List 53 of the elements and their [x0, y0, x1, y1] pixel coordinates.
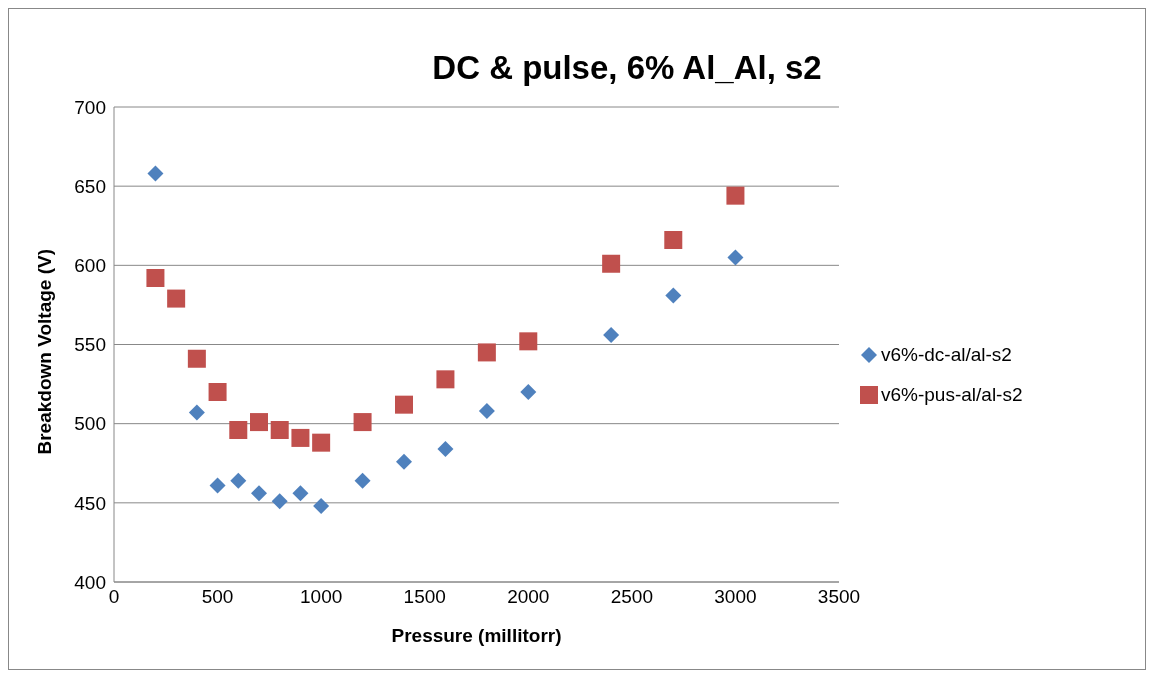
point	[520, 384, 537, 400]
point	[250, 413, 268, 432]
point	[229, 421, 248, 439]
x-tick-label: 3500	[817, 586, 861, 608]
point	[147, 165, 164, 182]
y-tick-label: 700	[74, 96, 106, 118]
point	[270, 421, 289, 439]
point	[353, 413, 372, 432]
point	[271, 493, 288, 510]
point	[727, 249, 744, 266]
x-tick-label: 1000	[300, 586, 343, 608]
x-tick-label: 3000	[714, 586, 757, 608]
point	[313, 498, 330, 514]
point	[208, 383, 227, 401]
y-tick-label: 450	[74, 492, 106, 514]
point	[230, 472, 247, 489]
y-tick-label: 500	[74, 413, 106, 435]
x-axis-title: Pressure (millitorr)	[391, 625, 562, 646]
point	[188, 404, 205, 421]
legend-label: v6%-dc-al/al-s2	[881, 343, 1012, 366]
point	[209, 477, 226, 494]
chart-title: DC & pulse, 6% Al_Al, s2	[431, 48, 823, 87]
point	[312, 433, 331, 452]
point	[167, 289, 186, 308]
point	[251, 485, 267, 502]
point	[477, 343, 496, 362]
point	[395, 395, 413, 414]
legend-label: v6%-pus-al/al-s2	[881, 383, 1023, 406]
x-tick-label: 2000	[507, 586, 550, 608]
point	[665, 287, 682, 304]
y-axis-title: Breakdown Voltage (V)	[33, 248, 55, 455]
point	[437, 441, 454, 457]
point	[354, 472, 371, 489]
point	[602, 254, 621, 273]
y-tick-label: 650	[74, 175, 106, 197]
point	[291, 428, 310, 447]
x-tick-label: 2500	[610, 586, 653, 608]
point	[292, 485, 309, 502]
point	[664, 231, 683, 249]
point	[726, 186, 745, 205]
y-tick-label: 550	[74, 334, 106, 356]
x-tick-label: 500	[201, 586, 234, 608]
point	[187, 349, 206, 368]
point	[603, 327, 620, 343]
x-tick-label: 1500	[403, 586, 446, 608]
point	[396, 453, 412, 470]
point	[478, 403, 495, 419]
y-tick-label: 600	[74, 255, 106, 277]
y-tick-label: 400	[74, 571, 106, 593]
x-tick-label: 0	[108, 586, 120, 608]
point	[146, 269, 165, 287]
point	[436, 370, 455, 389]
point	[519, 332, 538, 351]
